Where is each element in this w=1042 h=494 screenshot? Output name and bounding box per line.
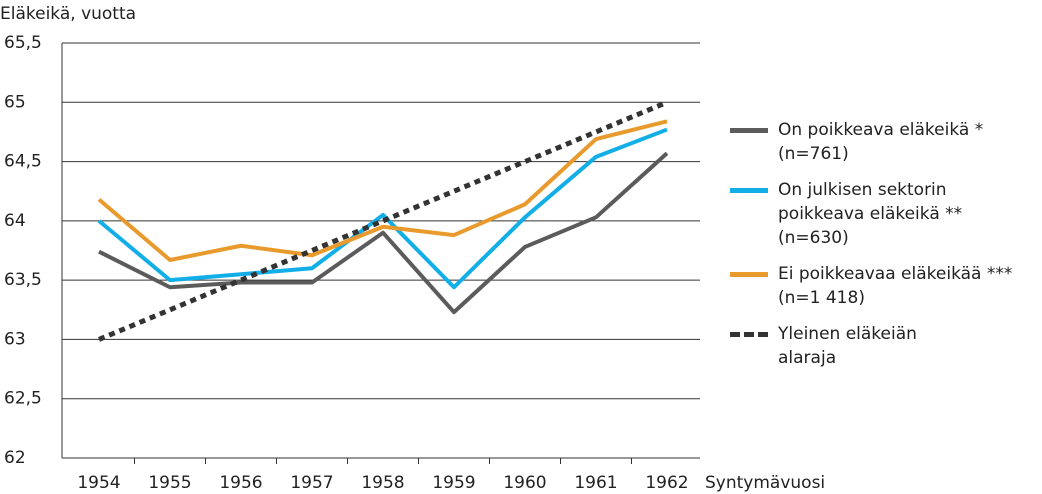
y-tick-label: 64,5	[4, 152, 42, 172]
y-tick-label: 65	[4, 92, 26, 112]
legend: On poikkeava eläkeikä * (n=761) On julkis…	[730, 118, 1030, 382]
y-tick-label: 62,5	[4, 389, 42, 409]
y-tick-label: 64	[4, 211, 26, 231]
x-tick-label: 1960	[503, 473, 546, 493]
x-tick-label: 1961	[574, 473, 617, 493]
legend-label: On julkisen sektorin poikkeava eläkeikä …	[778, 180, 963, 248]
x-tick-label: 1954	[77, 473, 120, 493]
series-line	[97, 119, 668, 262]
x-tick-label: 1957	[290, 473, 333, 493]
legend-swatch	[730, 332, 768, 337]
legend-item: On poikkeava eläkeikä * (n=761)	[730, 118, 1030, 166]
y-tick-label: 63,5	[4, 270, 42, 290]
legend-label: On poikkeava eläkeikä * (n=761)	[778, 120, 984, 164]
x-tick-label: 1962	[645, 473, 688, 493]
x-tick-label: 1959	[432, 473, 475, 493]
legend-swatch	[730, 128, 768, 133]
y-tick-label: 65,5	[4, 33, 42, 53]
series-line	[97, 127, 668, 290]
legend-swatch	[730, 188, 768, 193]
legend-swatch	[730, 272, 768, 277]
x-tick-label: 1956	[219, 473, 262, 493]
legend-label: Yleinen eläkeiän alaraja	[778, 324, 917, 368]
legend-label: Ei poikkeavaa eläkeikää *** (n=1 418)	[778, 264, 1013, 308]
y-axis-label: Eläkeikä, vuotta	[0, 4, 136, 24]
legend-item: On julkisen sektorin poikkeava eläkeikä …	[730, 178, 1030, 250]
x-axis-label: Syntymävuosi	[705, 473, 825, 493]
legend-item: Ei poikkeavaa eläkeikää *** (n=1 418)	[730, 262, 1030, 310]
y-tick-label: 63	[4, 329, 26, 349]
series-line	[98, 151, 669, 315]
series-line	[98, 99, 668, 342]
y-tick-label: 62	[4, 448, 26, 468]
x-tick-label: 1955	[148, 473, 191, 493]
x-tick-label: 1958	[361, 473, 404, 493]
legend-item: Yleinen eläkeiän alaraja	[730, 322, 1030, 370]
